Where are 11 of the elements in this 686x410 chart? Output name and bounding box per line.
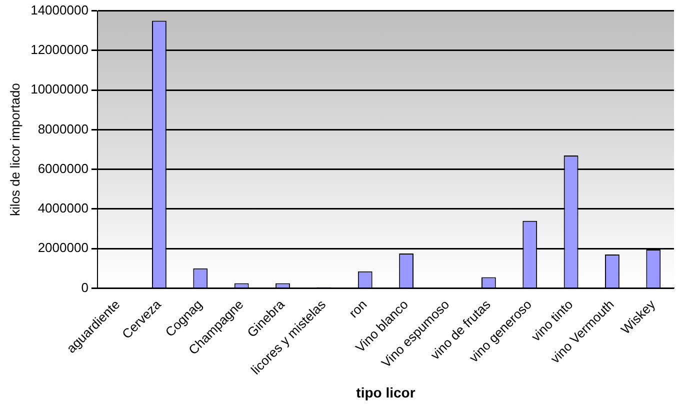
y-tick-label: 0 — [81, 280, 88, 295]
y-axis-title: kilos de licor importado — [7, 83, 22, 216]
y-tick-label: 10000000 — [30, 82, 88, 97]
x-axis-title: tipo licor — [356, 384, 416, 400]
y-tick-label: 14000000 — [30, 2, 88, 18]
y-tick-label: 12000000 — [30, 42, 88, 58]
x-tick-label: ron — [346, 296, 370, 321]
y-tick-label: 2000000 — [38, 240, 88, 256]
y-tick-label: 8000000 — [38, 121, 88, 136]
y-tick-label: 4000000 — [38, 200, 88, 216]
y-tick-label: 6000000 — [38, 160, 88, 176]
